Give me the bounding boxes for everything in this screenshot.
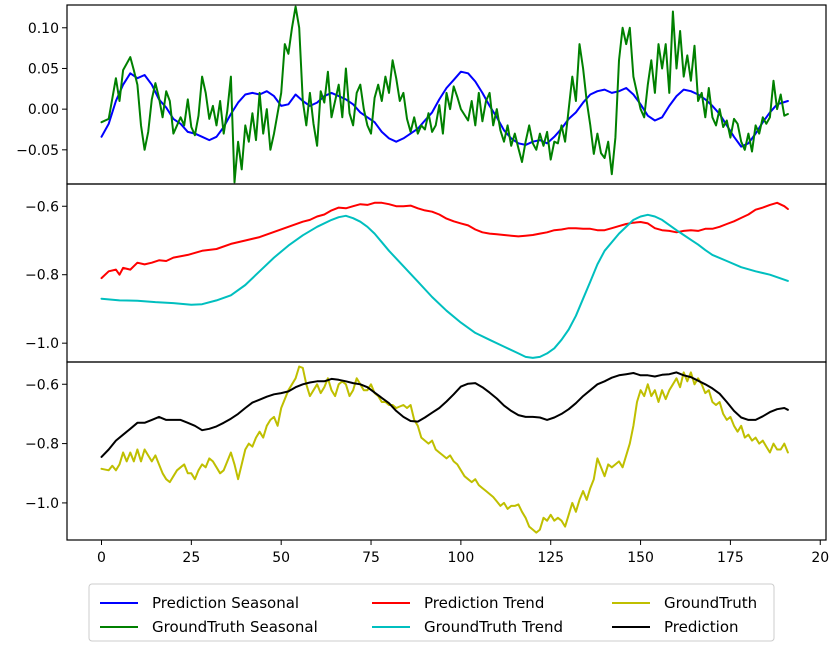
legend-label: GroundTruth Seasonal bbox=[152, 618, 318, 636]
y-tick-label: −0.6 bbox=[25, 377, 59, 393]
y-tick-label: −1.0 bbox=[25, 496, 59, 512]
legend: Prediction Seasonal Prediction Trend Groun… bbox=[88, 583, 775, 642]
series-prediction-line bbox=[100, 371, 789, 458]
y-tick-label: −0.8 bbox=[25, 437, 59, 453]
y-tick-label: −1.0 bbox=[25, 336, 59, 352]
series-groundtruth-seasonal-line bbox=[100, 5, 789, 184]
x-tick-label: 25 bbox=[182, 550, 200, 566]
x-tick-label: 150 bbox=[627, 550, 654, 566]
y-tick-label: −0.8 bbox=[25, 268, 59, 284]
panel-trend: −0.6 −0.8 −1.0 bbox=[25, 183, 827, 363]
legend-box bbox=[88, 583, 775, 642]
x-axis: 0 25 50 75 100 125 150 175 20 bbox=[97, 540, 829, 566]
legend-label: Prediction Seasonal bbox=[152, 594, 299, 612]
legend-label: GroundTruth bbox=[664, 594, 757, 612]
legend-label: Prediction Trend bbox=[424, 594, 544, 612]
panel-frame bbox=[66, 361, 827, 541]
y-tick-label: −0.6 bbox=[25, 199, 59, 215]
series-groundtruth-line bbox=[100, 365, 789, 534]
y-tick-label: 0.00 bbox=[28, 102, 59, 118]
series-groundtruth-trend-line bbox=[100, 213, 789, 359]
y-tick-label: −0.05 bbox=[16, 143, 59, 159]
x-tick-label: 125 bbox=[537, 550, 564, 566]
y-tick-label: 0.05 bbox=[28, 61, 59, 77]
x-tick-label: 175 bbox=[717, 550, 744, 566]
x-tick-label: 0 bbox=[97, 550, 106, 566]
panel-combined: −0.6 −0.8 −1.0 bbox=[25, 361, 827, 541]
series-prediction-trend-line bbox=[100, 201, 789, 280]
x-tick-label: 20 bbox=[811, 550, 829, 566]
series-prediction-seasonal-line bbox=[100, 70, 789, 148]
legend-label: Prediction bbox=[664, 618, 739, 636]
x-tick-label: 75 bbox=[362, 550, 380, 566]
legend-label: GroundTruth Trend bbox=[424, 618, 563, 636]
y-tick-label: 0.10 bbox=[28, 21, 59, 37]
x-tick-label: 100 bbox=[448, 550, 475, 566]
x-tick-label: 50 bbox=[272, 550, 290, 566]
